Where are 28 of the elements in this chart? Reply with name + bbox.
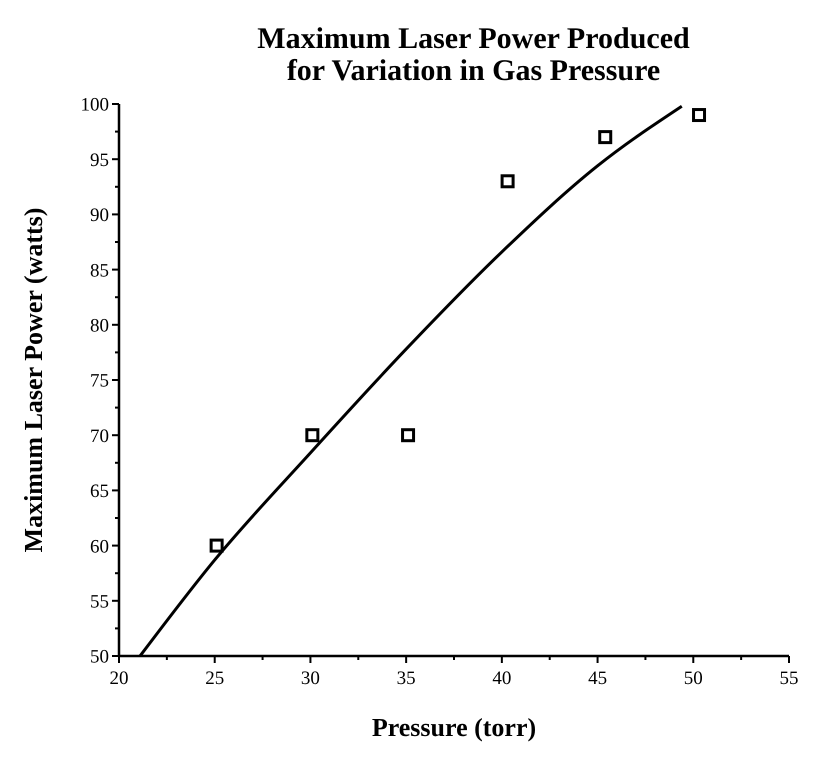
y-tick-label: 100 (80, 94, 109, 116)
y-tick-label: 90 (90, 205, 109, 226)
y-tick-label: 65 (90, 481, 109, 502)
y-tick-label: 70 (90, 426, 109, 447)
y-tick-label: 60 (90, 536, 109, 558)
y-tick-label: 95 (90, 150, 109, 171)
y-axis-title: Maximum Laser Power (watts) (19, 208, 48, 552)
point (210, 538, 224, 553)
y-tick-label: 80 (90, 315, 109, 336)
point (692, 108, 706, 122)
x-tick-label: 30 (300, 668, 320, 689)
x-tick-label: 45 (588, 668, 608, 689)
point (401, 428, 416, 442)
chart-title: Maximum Laser Power Produced for Variation in Gas Pressure (257, 22, 690, 87)
point (598, 130, 612, 144)
x-axis-title: Pressure (torr) (372, 713, 536, 742)
point (305, 428, 320, 442)
x-tick-label: 35 (396, 668, 416, 689)
point (500, 174, 515, 188)
y-tick-label: 75 (90, 370, 109, 392)
x-tick-label: 55 (780, 668, 798, 689)
y-tick-label: 55 (90, 591, 109, 612)
x-tick-label: 25 (205, 668, 224, 689)
x-tick-label: 40 (492, 668, 512, 689)
y-tick-label: 50 (90, 646, 109, 668)
x-tick-label: 20 (110, 668, 128, 689)
y-tick-label: 85 (90, 260, 109, 282)
x-tick-label: 50 (684, 668, 703, 689)
